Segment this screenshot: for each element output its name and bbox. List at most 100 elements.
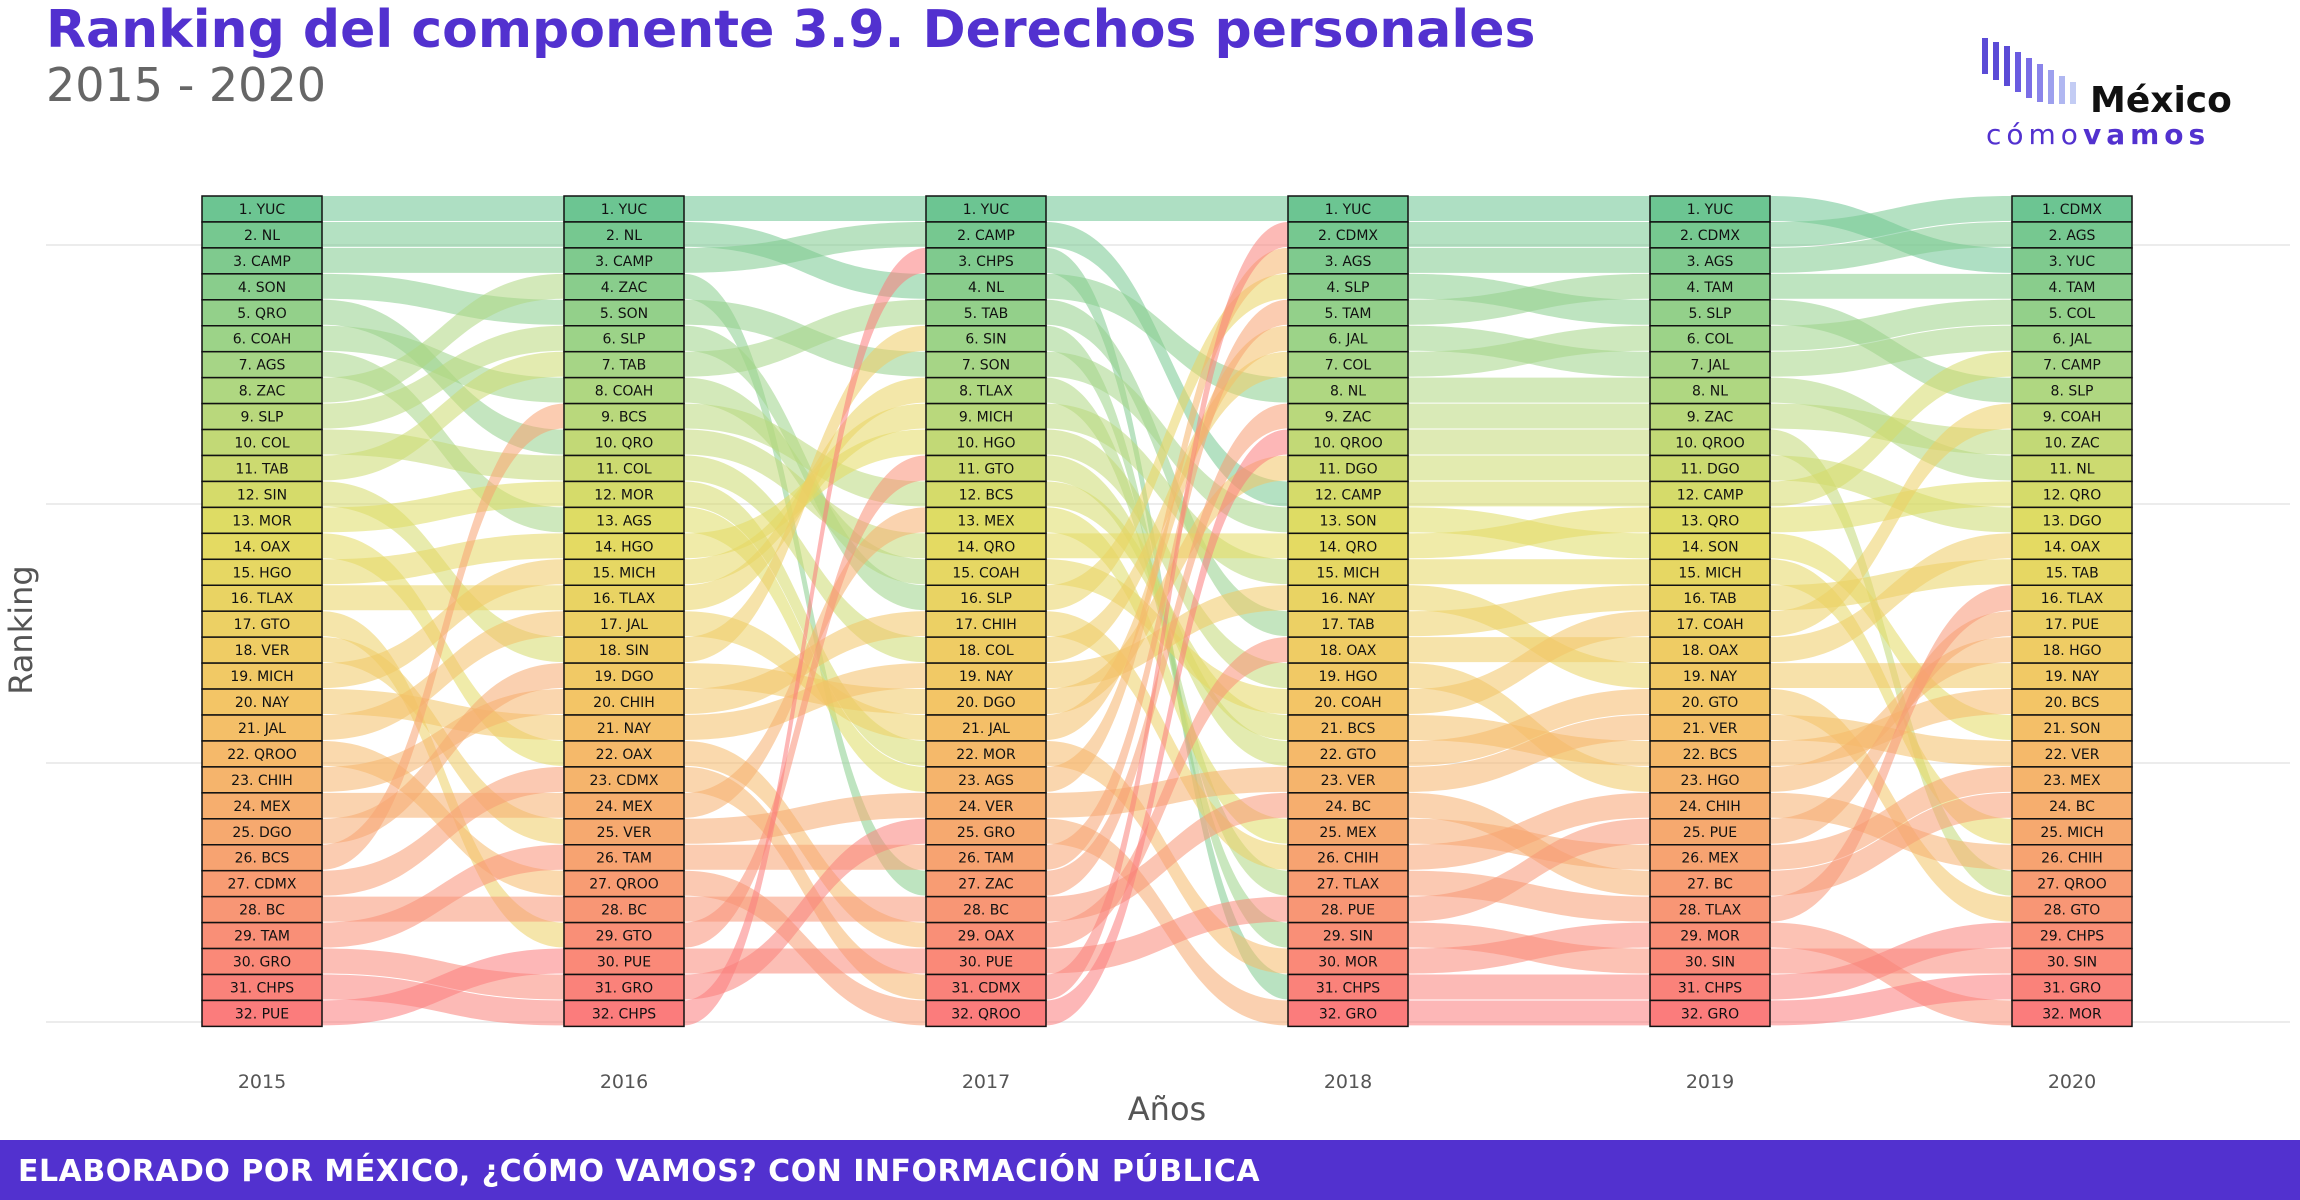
rank-node-box xyxy=(2011,506,2133,535)
rank-node-box xyxy=(925,558,1047,586)
rank-node-label: 23. MEX xyxy=(2043,773,2101,789)
rank-node-label: 9. COAH xyxy=(2043,410,2101,426)
rank-node-box xyxy=(1287,299,1409,327)
rank-node-label: 12. CAMP xyxy=(1677,487,1744,503)
logo-tagline: cómovamos xyxy=(1986,118,2210,151)
logo-tag-bold: vamos xyxy=(2082,118,2211,151)
rank-node: 31. CDMX xyxy=(925,973,1047,1002)
rank-node: 10. QROO xyxy=(1287,428,1409,457)
flow-chps-2016 xyxy=(684,247,926,1026)
flow-bc-2017 xyxy=(1046,792,1288,922)
rank-node-label: 4. SLP xyxy=(1327,280,1370,296)
rank-node-label: 22. VER xyxy=(2045,747,2100,763)
rank-node-label: 17. PUE xyxy=(2045,617,2099,633)
rank-node-label: 12. QRO xyxy=(2043,487,2101,503)
rank-node-label: 18. VER xyxy=(235,643,290,659)
rank-node: 11. COL xyxy=(563,454,685,483)
flow-tam-2019 xyxy=(1770,273,2012,299)
rank-node-label: 6. SLP xyxy=(603,332,646,348)
rank-node-box xyxy=(1287,247,1409,275)
rank-node-box xyxy=(925,195,1047,223)
rank-node-label: 17. TAB xyxy=(1321,617,1374,633)
rank-node: 29. CHPS xyxy=(2011,921,2133,950)
rank-node: 5. SLP xyxy=(1649,299,1771,327)
rank-node: 6. JAL xyxy=(2011,325,2133,353)
rank-node-box xyxy=(201,247,323,275)
rank-node: 30. GRO xyxy=(201,947,323,976)
rank-node: 22. GTO xyxy=(1287,740,1409,768)
rank-node: 7. SON xyxy=(925,350,1047,379)
rank-node-box xyxy=(563,428,685,457)
rank-node: 12. CAMP xyxy=(1287,480,1409,509)
rank-node-label: 19. NAY xyxy=(959,669,1014,685)
rank-node: 31. GRO xyxy=(2011,973,2133,1002)
rank-node: 6. JAL xyxy=(1287,325,1409,353)
rank-node: 25. DGO xyxy=(201,818,323,846)
flow-tam-2017 xyxy=(1046,299,1288,870)
rank-node-label: 14. QRO xyxy=(957,539,1015,555)
rank-node-box xyxy=(925,999,1047,1028)
flow-gto-2018 xyxy=(1408,689,1650,766)
rank-node-label: 3. YUC xyxy=(2049,254,2096,270)
flow-chih-2018 xyxy=(1408,792,1650,870)
rank-node-box xyxy=(563,454,685,483)
rank-node: 3. CAMP xyxy=(563,247,685,275)
rank-node-box xyxy=(563,195,685,223)
flow-sin-2015 xyxy=(322,481,564,663)
rank-node: 8. NL xyxy=(1649,376,1771,405)
rank-node-box xyxy=(563,610,685,638)
rank-node-label: 17. COAH xyxy=(1676,617,1743,633)
rank-node-box xyxy=(925,325,1047,353)
rank-node: 30. SIN xyxy=(1649,947,1771,976)
flow-chih-2015 xyxy=(322,689,564,792)
rank-node-box xyxy=(1287,402,1409,431)
rank-node-label: 19. NAY xyxy=(1683,669,1738,685)
rank-node-box xyxy=(1649,454,1771,483)
rank-node: 20. BCS xyxy=(2011,688,2133,716)
rank-node: 23. AGS xyxy=(925,766,1047,794)
rank-node: 16. TAB xyxy=(1649,584,1771,612)
flow-chps-2015 xyxy=(322,974,564,1026)
rank-node: 5. SON xyxy=(563,299,685,327)
rank-node-box xyxy=(1649,584,1771,612)
rank-node-label: 7. CAMP xyxy=(2043,358,2101,374)
rank-node-box xyxy=(925,792,1047,820)
rank-node-box xyxy=(201,610,323,638)
rank-node-label: 21. BCS xyxy=(1321,721,1376,737)
rank-node-label: 14. SON xyxy=(1681,539,1738,555)
rank-node-label: 4. ZAC xyxy=(601,280,648,296)
flow-chih-2017 xyxy=(1046,611,1288,870)
x-tick-label: 2018 xyxy=(1324,1071,1372,1093)
rank-node-box xyxy=(1287,584,1409,612)
rank-node: 5. TAM xyxy=(1287,299,1409,327)
rank-node-box xyxy=(201,195,323,223)
rank-node: 17. TAB xyxy=(1287,610,1409,638)
rank-node-box xyxy=(1649,792,1771,820)
rank-node-box xyxy=(201,480,323,509)
rank-node: 29. OAX xyxy=(925,921,1047,950)
rank-node-label: 26. CHIH xyxy=(1317,851,1379,867)
rank-node: 25. VER xyxy=(563,818,685,846)
rank-node: 1. YUC xyxy=(1649,195,1771,223)
chart-title: Ranking del componente 3.9. Derechos per… xyxy=(46,0,1536,60)
rank-node-label: 5. QRO xyxy=(237,306,287,322)
rank-node-label: 29. TAM xyxy=(234,929,290,945)
rank-node: 3. AGS xyxy=(1287,247,1409,275)
rank-node-label: 26. TAM xyxy=(596,851,652,867)
rank-node-label: 18. HGO xyxy=(2042,643,2101,659)
rank-node: 7. TAB xyxy=(563,350,685,379)
rank-node-label: 19. DGO xyxy=(594,669,653,685)
rank-node-box xyxy=(925,454,1047,483)
rank-node: 28. BC xyxy=(563,895,685,924)
flow-dgo-2015 xyxy=(322,663,564,844)
flow-ags-2017 xyxy=(1046,247,1288,792)
rank-node: 7. AGS xyxy=(201,350,323,379)
rank-node: 21. VER xyxy=(1649,714,1771,742)
rank-node: 2. NL xyxy=(201,221,323,249)
rank-node-box xyxy=(2011,947,2133,976)
rank-node-label: 31. GRO xyxy=(2043,980,2101,996)
flow-mex-2017 xyxy=(1046,507,1288,844)
rank-node: 17. CHIH xyxy=(925,610,1047,638)
rank-node-label: 26. BCS xyxy=(235,851,290,867)
flow-cdmx-2015 xyxy=(322,766,564,896)
